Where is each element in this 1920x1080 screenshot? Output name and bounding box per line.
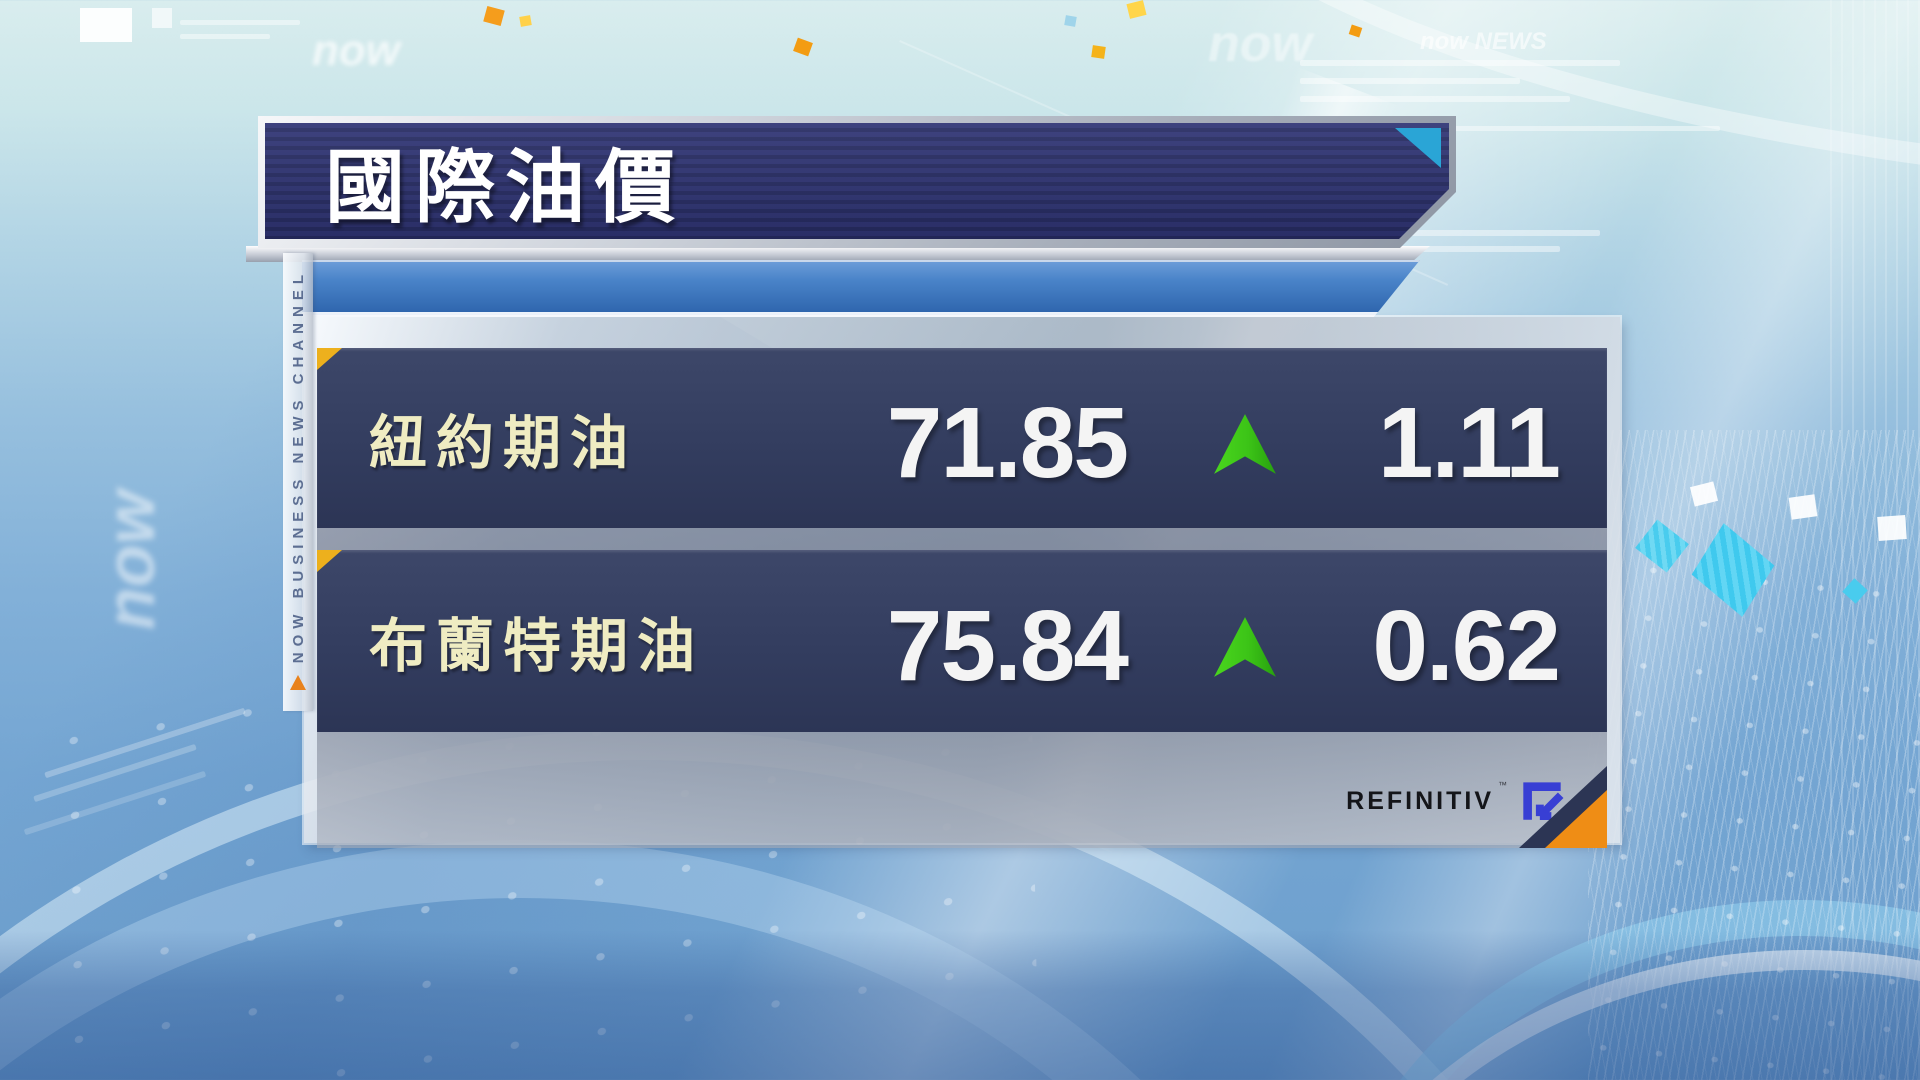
white-square — [1877, 515, 1907, 541]
instrument-name: 布蘭特期油 — [369, 614, 705, 679]
cyan-corner-accent — [1395, 128, 1441, 168]
orange-triangle-icon — [290, 675, 306, 691]
yellow-cube — [519, 15, 532, 27]
now-news-watermark: now NEWS — [1420, 28, 1547, 55]
channel-name: NOW BUSINESS NEWS CHANNEL — [289, 269, 307, 664]
now-watermark: now — [312, 26, 400, 75]
orange-cube — [1348, 24, 1363, 38]
refinitiv-wordmark: REFINITIV — [1346, 786, 1494, 815]
price-value: 75.84 — [886, 590, 1129, 702]
corner-orange-triangle — [1545, 790, 1607, 848]
channel-strip: NOW BUSINESS NEWS CHANNEL — [283, 253, 313, 711]
quote-row-nymex: 紐約期油 71.85 1.11 — [317, 348, 1607, 528]
change-value: 0.62 — [1372, 590, 1561, 702]
change-value: 1.11 — [1377, 387, 1561, 499]
quote-row-brent: 布蘭特期油 75.84 0.62 — [317, 550, 1607, 732]
subtitle-bar — [302, 260, 1420, 317]
now-watermark-vertical: now — [90, 490, 169, 630]
title-bar: 國際油價 — [258, 116, 1456, 248]
white-square — [1788, 494, 1818, 520]
white-square — [80, 8, 132, 42]
faint-text-line — [180, 34, 270, 39]
faint-text-line — [1300, 96, 1570, 102]
white-square — [152, 8, 172, 28]
blue-cube — [1064, 15, 1077, 27]
quotes-panel-inner: 紐約期油 71.85 1.11 布蘭特期油 75.84 0.62 — [317, 348, 1607, 848]
instrument-name: 紐約期油 — [369, 411, 638, 476]
trademark-symbol: ™ — [1498, 780, 1507, 790]
up-arrow-icon — [1127, 601, 1362, 681]
faint-text-line — [1300, 60, 1620, 66]
orange-cube — [793, 37, 813, 57]
now-watermark: now — [1208, 15, 1312, 73]
bottom-wave-band — [0, 930, 1920, 1080]
yellow-cube — [1126, 0, 1147, 19]
up-arrow-icon — [1127, 398, 1362, 478]
title-base-strip — [246, 246, 1430, 262]
orange-cube — [483, 5, 505, 27]
title-bar-inner: 國際油價 — [265, 123, 1449, 239]
faint-text-line — [180, 20, 300, 25]
price-value: 71.85 — [886, 387, 1129, 499]
vertical-streaks — [1830, 0, 1920, 1080]
page-title: 國際油價 — [325, 143, 685, 232]
quotes-panel: 紐約期油 71.85 1.11 布蘭特期油 75.84 0.62 — [304, 317, 1620, 848]
orange-cube — [1091, 45, 1106, 59]
faint-text-line — [1300, 78, 1520, 84]
